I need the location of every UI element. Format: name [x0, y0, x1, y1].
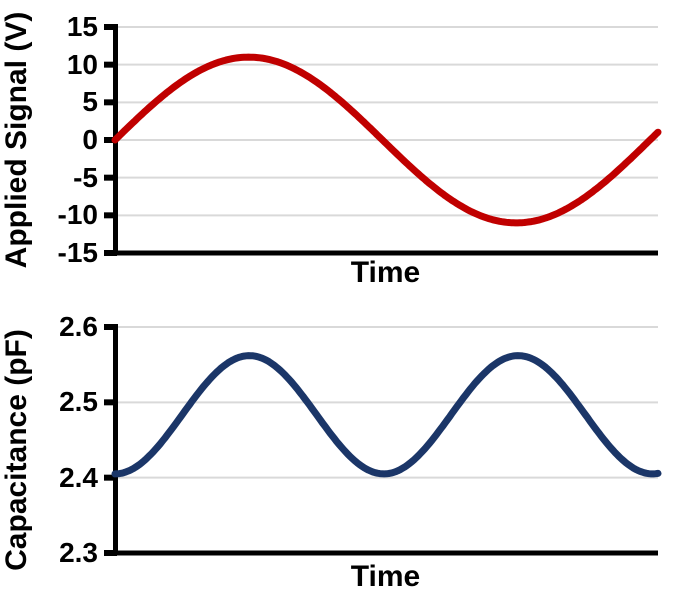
capacitance-y-tick-label: 2.3: [59, 537, 98, 568]
applied-signal-plot-area: [104, 24, 662, 256]
applied-signal-curve: [111, 53, 662, 227]
capacitance-curve: [111, 352, 662, 478]
applied-signal-y-tick-label: 10: [66, 48, 98, 80]
time-axis-title-top: Time: [350, 256, 421, 289]
time-axis-title-bottom: Time: [350, 560, 421, 593]
capacitance-y-tick-label: 2.6: [59, 311, 98, 342]
applied-signal-y-tick-label: 0: [82, 124, 98, 155]
capacitance-axis-title: Capacitance (pF): [0, 329, 33, 571]
capacitance-y-tick-label: 2.4: [59, 461, 98, 493]
capacitance-y-tick-label: 2.5: [59, 386, 98, 418]
applied-signal-y-tick-label: -5: [73, 161, 98, 193]
applied-signal-y-tick-label: 5: [82, 86, 98, 118]
capacitance-plot-area: [104, 324, 662, 556]
applied-signal-y-tick-label: -10: [57, 199, 98, 231]
applied-signal-y-tick-label: -15: [57, 237, 98, 268]
applied-signal-y-tick-label: 15: [66, 11, 98, 42]
